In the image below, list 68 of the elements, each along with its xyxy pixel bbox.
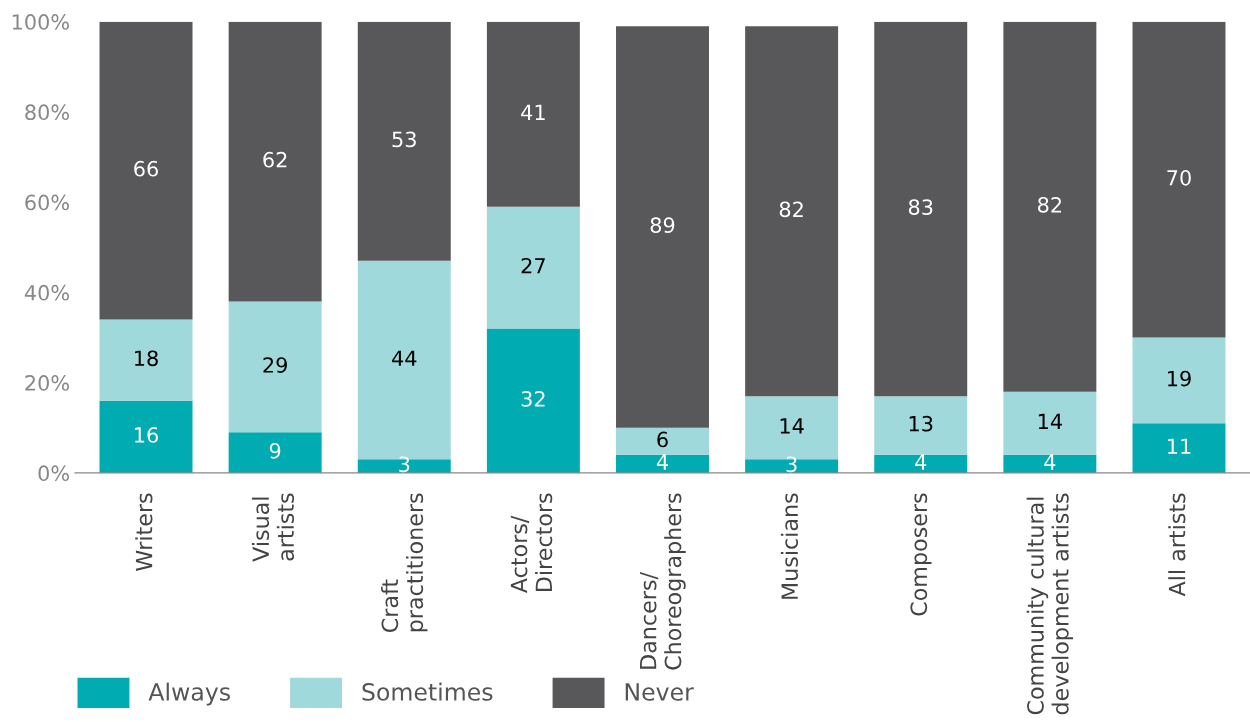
data-label: 53 [392,131,416,148]
data-label: 70 [1167,169,1191,186]
bar [1003,21,1097,392]
x-tick-label: Actors/ Directors [510,493,553,594]
y-tick-label: 100% [12,14,69,30]
x-tick-label: Visual artists [251,493,295,562]
bar [616,427,709,455]
bar [228,21,322,302]
bar [99,21,193,320]
bar [99,319,193,401]
x-tick-label: All artists [1168,493,1186,597]
data-label: 4 [1044,454,1056,470]
bar [99,400,193,473]
data-label: 9 [269,442,281,459]
x-tick-label: Community cultural development artists [1026,493,1074,715]
bar [486,206,580,329]
data-label: 16 [135,427,158,443]
data-label: 3 [399,456,410,473]
data-label: 14 [780,418,804,434]
bar [1132,337,1226,424]
y-tick-label: 20% [25,375,69,391]
x-tick-label: Composers [910,493,932,616]
data-label: 62 [263,151,287,168]
data-label: 41 [521,104,545,120]
legend-label: Sometimes [362,682,493,701]
data-label: 82 [1038,196,1062,213]
data-label: 18 [135,350,158,367]
data-label: 29 [263,357,287,373]
bar [1003,391,1097,455]
data-label: 82 [779,201,803,218]
data-label: 83 [908,199,933,215]
data-label: 6 [657,431,668,448]
bar [228,301,322,433]
x-tick-label: Dancers/ Choreographers [639,493,686,670]
data-label: 14 [1038,413,1062,430]
bar [357,21,451,261]
bar [874,454,968,473]
bar [616,26,709,428]
data-label: 13 [909,415,933,432]
data-label: 11 [1168,438,1191,454]
bar [486,328,580,473]
data-label: 32 [521,391,545,407]
bar [1132,423,1226,473]
legend-label: Always [148,682,230,706]
y-tick-label: 60% [25,194,69,211]
bar [1003,454,1097,473]
legend-label: Never [625,683,694,701]
data-label: 44 [392,350,417,366]
bar [745,26,839,397]
data-label: 4 [656,454,668,470]
x-tick-label: Musicians [780,493,799,599]
bar [874,396,968,455]
y-tick-label: 0% [38,465,69,482]
data-label: 3 [786,456,797,473]
data-label: 19 [1168,370,1191,387]
x-tick-label: Writers [135,493,153,571]
data-label: 89 [650,217,675,234]
bar [616,454,709,473]
x-tick-label: Craft practitioners [381,493,428,633]
y-tick-label: 40% [24,284,69,301]
data-label: 27 [521,257,545,274]
bar [228,432,322,473]
bar [486,21,580,207]
data-label: 4 [915,454,927,470]
y-tick-label: 80% [25,104,69,121]
bar [874,21,968,397]
data-label: 66 [134,160,158,177]
bar [1132,21,1226,338]
